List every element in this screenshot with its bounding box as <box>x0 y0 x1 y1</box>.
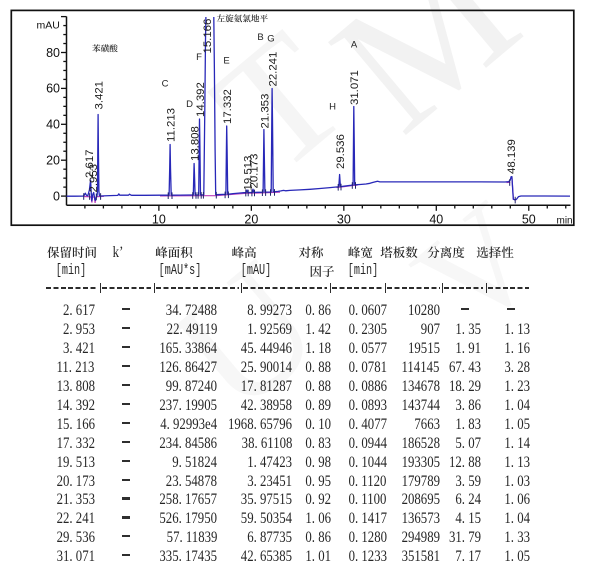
svg-text:20: 20 <box>244 213 258 227</box>
svg-text:80: 80 <box>46 46 60 60</box>
svg-text:3.421: 3.421 <box>94 81 106 110</box>
svg-text:2.617: 2.617 <box>84 149 96 178</box>
svg-text:2.953: 2.953 <box>88 164 100 193</box>
svg-text:40: 40 <box>46 118 60 132</box>
svg-text:60: 60 <box>46 82 60 96</box>
svg-text:30: 30 <box>337 213 351 227</box>
svg-text:31.071: 31.071 <box>349 70 361 105</box>
svg-text:G: G <box>267 34 274 45</box>
svg-text:21.353: 21.353 <box>259 94 271 129</box>
svg-text:E: E <box>223 56 229 67</box>
svg-text:17.332: 17.332 <box>222 89 234 124</box>
svg-text:11.213: 11.213 <box>166 108 178 142</box>
svg-text:mAU: mAU <box>37 20 60 32</box>
svg-text:min: min <box>557 215 573 226</box>
svg-text:C: C <box>162 79 169 90</box>
svg-text:29.536: 29.536 <box>335 134 347 169</box>
svg-text:13.808: 13.808 <box>190 126 202 161</box>
svg-text:50: 50 <box>522 213 536 227</box>
svg-text:0: 0 <box>53 189 60 203</box>
svg-text:14.392: 14.392 <box>195 82 207 117</box>
svg-text:19.513: 19.513 <box>242 156 254 191</box>
svg-text:40: 40 <box>429 213 443 227</box>
svg-text:22.241: 22.241 <box>268 52 280 87</box>
svg-text:15.166: 15.166 <box>202 19 214 54</box>
svg-text:F: F <box>196 52 202 63</box>
svg-text:左旋氨氯地平: 左旋氨氯地平 <box>217 13 269 25</box>
svg-text:A: A <box>351 40 358 51</box>
svg-text:10: 10 <box>152 213 166 227</box>
svg-text:20: 20 <box>46 154 60 168</box>
svg-text:48.139: 48.139 <box>506 139 518 174</box>
svg-text:D: D <box>186 99 193 110</box>
svg-text:苯磺酸: 苯磺酸 <box>92 43 118 55</box>
svg-text:20.173: 20.173 <box>249 154 261 189</box>
svg-text:H: H <box>329 102 336 113</box>
svg-text:B: B <box>257 32 263 43</box>
